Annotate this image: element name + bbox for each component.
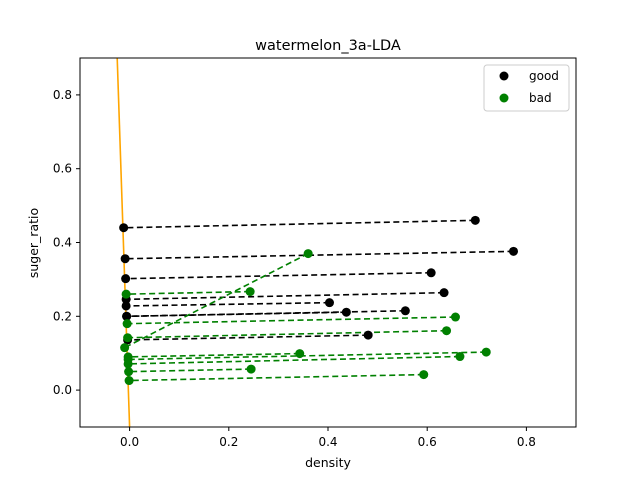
y-axis: 0.0 0.2 0.4 0.6 0.8 <box>53 88 80 397</box>
projected-point-bad <box>124 367 134 377</box>
data-point-bad <box>450 312 460 322</box>
projection-line-bad <box>129 373 424 382</box>
y-tick-label: 0.8 <box>53 88 72 102</box>
data-point-good <box>341 307 351 317</box>
legend-label-bad: bad <box>529 91 552 105</box>
data-point-good <box>324 298 334 308</box>
data-point-good <box>439 288 449 298</box>
data-point-bad <box>295 349 305 359</box>
projected-point-good <box>120 254 130 264</box>
data-point-bad <box>246 364 256 374</box>
y-axis-label: suger_ratio <box>26 208 41 278</box>
data-point-good <box>400 306 410 316</box>
data-point-good <box>363 330 373 340</box>
projected-point-bad <box>121 289 131 299</box>
projected-point-good <box>121 274 131 284</box>
data-point-bad <box>245 287 255 297</box>
data-point-bad <box>455 352 465 362</box>
projection-line-bad <box>127 316 456 325</box>
projected-point-bad <box>122 319 132 329</box>
data-point-good <box>470 215 480 225</box>
x-tick-label: 0.2 <box>219 435 238 449</box>
legend: good bad <box>483 64 570 112</box>
projected-point-good <box>121 301 131 311</box>
projection-line-good <box>126 301 330 307</box>
y-tick-label: 0.0 <box>53 383 72 397</box>
legend-marker-bad <box>499 93 509 103</box>
projection-line-good <box>126 291 445 301</box>
projection-line-good <box>125 271 432 280</box>
projection-line-bad <box>128 368 252 373</box>
y-tick-label: 0.6 <box>53 162 72 176</box>
projection-line-good <box>123 219 476 229</box>
projected-point-bad <box>124 376 134 386</box>
y-tick-label: 0.2 <box>53 309 72 323</box>
data-point-bad <box>442 326 452 336</box>
legend-label-good: good <box>529 69 559 83</box>
data-point-good <box>426 268 436 278</box>
projected-point-bad <box>123 333 133 343</box>
data-point-bad <box>303 249 313 259</box>
projection-line-bad <box>127 329 447 339</box>
projection-line-bad <box>126 290 251 295</box>
data-point-good <box>509 246 519 256</box>
projection-line-bad <box>128 355 460 365</box>
y-tick-label: 0.4 <box>53 236 72 250</box>
chart-title: watermelon_3a-LDA <box>255 38 401 54</box>
x-tick-label: 0.4 <box>318 435 337 449</box>
projection-line-bad <box>128 352 300 358</box>
plot-area <box>116 58 519 427</box>
legend-marker-good <box>499 71 509 81</box>
projection-line-bad <box>124 252 309 349</box>
projection-line-good <box>127 334 369 341</box>
x-tick-label: 0.0 <box>120 435 139 449</box>
projected-point-good <box>119 223 129 233</box>
x-axis: 0.0 0.2 0.4 0.6 0.8 <box>120 427 536 449</box>
data-point-bad <box>419 370 429 380</box>
projected-point-bad <box>123 354 133 364</box>
projection-line-good <box>125 250 514 260</box>
projected-point-bad <box>120 343 130 353</box>
data-point-bad <box>481 347 491 357</box>
projected-point-good <box>122 311 132 321</box>
x-axis-label: density <box>305 455 351 470</box>
projection-line-bad <box>128 351 487 361</box>
x-tick-label: 0.6 <box>418 435 437 449</box>
x-tick-label: 0.8 <box>517 435 536 449</box>
projection-line-good <box>126 311 347 318</box>
